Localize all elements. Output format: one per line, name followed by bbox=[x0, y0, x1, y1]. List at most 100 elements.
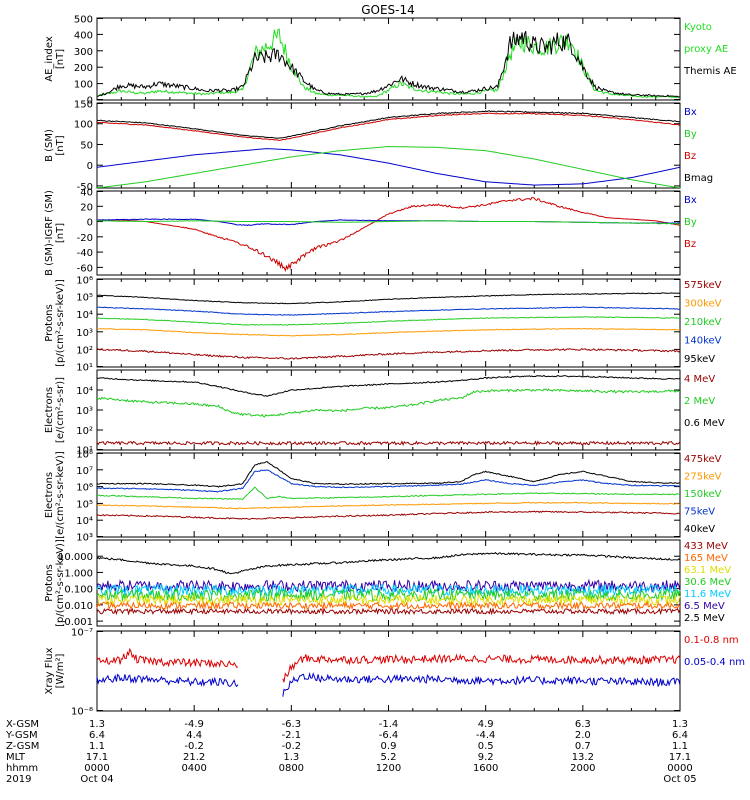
series-line-1 bbox=[96, 551, 681, 575]
x-axis-table: X-GSM 1.3 -4.9 -6.3 -1.4 4.9 6.3 1.3 Y-GSM 6.4 4.4… bbox=[5, 719, 697, 785]
legend-entry: 300keV bbox=[684, 299, 722, 310]
x-tick-label: 1.3 bbox=[672, 719, 688, 730]
y-tick-label: 20 bbox=[80, 202, 93, 213]
y-tick-label: 10³ bbox=[76, 533, 93, 544]
x-tick-label: -4.9 bbox=[184, 719, 204, 730]
x-tick-label: 6.4 bbox=[672, 730, 688, 741]
y-tick-label: 10¹ bbox=[76, 446, 93, 457]
legend-entry: 210keV bbox=[684, 317, 722, 328]
series-line-2 bbox=[96, 671, 681, 697]
panel-7: 0.001 0.010 0.100 1.000 10.000Protons[p/(cm²… bbox=[44, 539, 731, 628]
y-axis-label: B (SM)-IGRF (SM)[nT] bbox=[44, 190, 66, 276]
x-tick-label: 0.5 bbox=[478, 741, 494, 752]
y-tick-label: 10⁴ bbox=[76, 516, 93, 527]
x-axis-row-label: Y-GSM bbox=[5, 730, 38, 741]
series-line-4 bbox=[96, 587, 681, 603]
y-tick-label: 10⁴ bbox=[76, 310, 93, 321]
series-line-7 bbox=[96, 607, 681, 616]
x-tick-label: 1.3 bbox=[89, 719, 105, 730]
y-tick-label: 300 bbox=[74, 47, 93, 58]
legend-entry: 4 MeV bbox=[684, 374, 715, 385]
legend-entry: 0.05-0.4 nm bbox=[684, 657, 745, 668]
x-axis-row-label: 2019 bbox=[6, 774, 31, 785]
y-tick-label: 10.000 bbox=[58, 552, 93, 563]
series-line-1 bbox=[96, 110, 681, 139]
series-line-1 bbox=[96, 197, 681, 273]
x-tick-label: 13.2 bbox=[572, 752, 594, 763]
legend-entry: 95keV bbox=[684, 354, 715, 365]
legend-entry: Themis AE bbox=[683, 66, 737, 77]
series-line-2 bbox=[96, 112, 681, 142]
x-tick-label: 1.1 bbox=[89, 741, 105, 752]
x-tick-label: 1200 bbox=[376, 763, 401, 774]
y-axis-label: Protons[p/(cm²-s-sr-keV)] bbox=[44, 539, 66, 627]
x-tick-label: 1.1 bbox=[672, 741, 688, 752]
panel-8: 10⁻⁸ 10⁻⁷ Xray Flux[W/m²] 0.1-0.8 nm 0.05-0.… bbox=[44, 628, 745, 718]
series-line-2 bbox=[96, 388, 681, 418]
y-tick-label: 1.000 bbox=[64, 568, 93, 579]
y-tick-label: 10⁴ bbox=[76, 386, 93, 397]
y-axis-label: Xray Flux[W/m²] bbox=[44, 647, 66, 694]
legend-entry: By bbox=[684, 129, 697, 140]
series-line-1 bbox=[96, 647, 681, 683]
x-tick-label: 4.4 bbox=[186, 730, 202, 741]
y-tick-label: 10⁸ bbox=[76, 450, 93, 461]
x-tick-label: -4.4 bbox=[476, 730, 496, 741]
y-tick-label: -20 bbox=[77, 233, 93, 244]
legend-entry: 2 MeV bbox=[684, 396, 715, 407]
legend-entry: 433 MeV bbox=[684, 541, 728, 552]
y-tick-label: 0 bbox=[87, 96, 93, 107]
y-tick-label: 200 bbox=[74, 63, 93, 74]
legend-entry: By bbox=[684, 217, 697, 228]
y-tick-label: 10¹ bbox=[76, 363, 93, 374]
x-tick-label: -6.3 bbox=[282, 719, 302, 730]
y-tick-label: -40 bbox=[77, 248, 93, 259]
y-tick-label: 10⁵ bbox=[76, 499, 93, 510]
y-tick-label: 150 bbox=[74, 100, 93, 111]
y-tick-label: 10⁷ bbox=[76, 466, 93, 477]
series-line-3 bbox=[97, 220, 681, 225]
y-tick-label: 0.001 bbox=[64, 617, 93, 628]
legend-entry: 165 MeV bbox=[684, 553, 728, 564]
chart-title: GOES-14 bbox=[361, 3, 415, 17]
series-line-1 bbox=[96, 292, 681, 305]
panel-frame bbox=[96, 630, 681, 712]
x-tick-label: -6.4 bbox=[379, 730, 399, 741]
x-tick-label: 0000 bbox=[84, 763, 109, 774]
panel-3: -60 -40 -20 0 20 40 B (SM)-IGRF (SM)[nT] Bx By Bz bbox=[44, 188, 697, 276]
y-tick-label: 10⁶ bbox=[76, 483, 93, 494]
series-line-1 bbox=[96, 461, 681, 488]
legend-entry: 2.5 MeV bbox=[684, 613, 725, 624]
legend-entry: 140keV bbox=[684, 336, 722, 347]
legend-entry: 30.6 MeV bbox=[684, 577, 731, 588]
y-tick-label: 10² bbox=[76, 426, 93, 437]
series-line-3 bbox=[96, 582, 681, 598]
series-line-3 bbox=[96, 486, 681, 501]
series-line-3 bbox=[96, 440, 681, 447]
panel-2: -50 0 50 100 150 B (SM)[nT] Bx By Bz Bmag bbox=[44, 100, 713, 193]
x-tick-label: 9.2 bbox=[478, 752, 494, 763]
x-tick-label: 5.2 bbox=[381, 752, 397, 763]
y-tick-label: -50 bbox=[77, 182, 93, 193]
legend-entry: 150keV bbox=[684, 489, 722, 500]
legend-entry: 40keV bbox=[684, 524, 715, 535]
y-tick-label: 10⁵ bbox=[76, 293, 93, 304]
y-tick-label: 10⁻⁷ bbox=[71, 628, 93, 639]
legend-entry: 0.6 MeV bbox=[684, 418, 725, 429]
x-tick-label: 21.2 bbox=[183, 752, 205, 763]
legend-entry: 11.6 MeV bbox=[684, 589, 731, 600]
series-line-1 bbox=[96, 374, 681, 397]
y-tick-label: 10³ bbox=[76, 328, 93, 339]
x-axis-row-label: hhmm bbox=[6, 763, 38, 774]
legend-entry: Bz bbox=[684, 239, 696, 250]
x-tick-label: 6.3 bbox=[575, 719, 591, 730]
x-tick-label: -1.4 bbox=[379, 719, 399, 730]
x-tick-label: Oct 04 bbox=[80, 774, 113, 785]
panel-1: 0 100 200 300 400 500 AE_index[nT] Kyoto proxy A… bbox=[44, 15, 737, 107]
y-tick-label: 100 bbox=[74, 120, 93, 131]
series-line-3 bbox=[97, 316, 681, 326]
y-tick-label: 10³ bbox=[76, 406, 93, 417]
x-tick-label: 2.0 bbox=[575, 730, 591, 741]
y-tick-label: -60 bbox=[77, 263, 93, 274]
